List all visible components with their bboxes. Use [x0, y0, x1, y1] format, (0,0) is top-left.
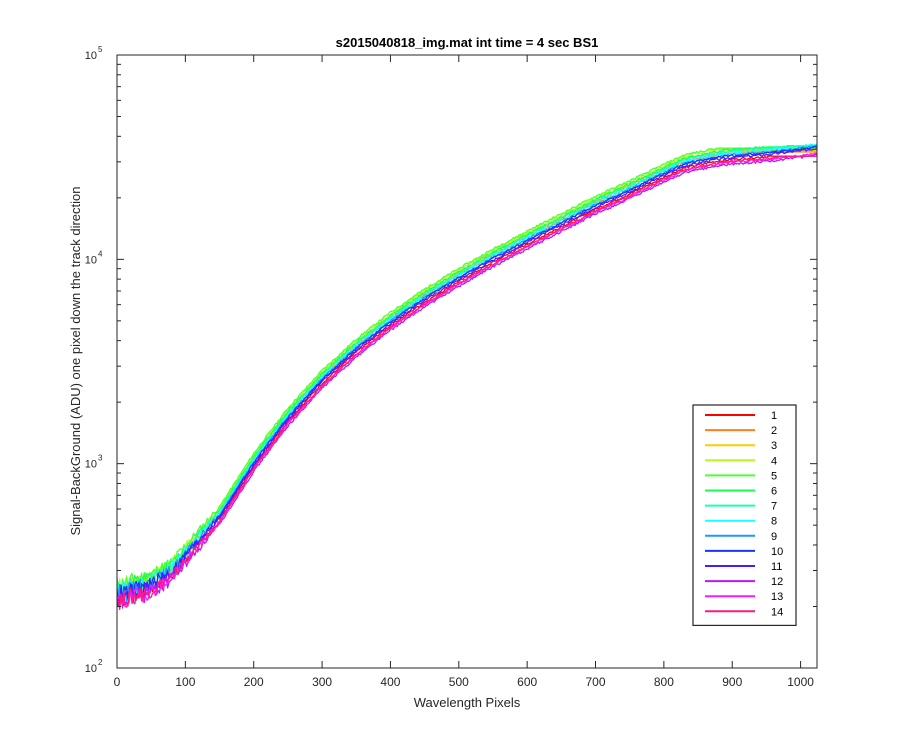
legend-label-6: 6	[771, 486, 777, 498]
x-tick-label: 700	[586, 675, 606, 689]
legend-label-11: 11	[771, 561, 782, 573]
series-line-10	[116, 145, 818, 605]
x-tick-label: 1000	[787, 675, 814, 689]
y-tick-label-exponent: 2	[98, 658, 103, 667]
y-tick-label-exponent: 5	[98, 45, 103, 54]
legend-label-13: 13	[771, 591, 783, 603]
x-tick-label: 600	[517, 675, 537, 689]
series-line-1	[116, 155, 817, 608]
y-tick-label-exponent: 3	[98, 454, 103, 463]
legend-label-3: 3	[771, 440, 777, 452]
y-tick-label-base: 10	[85, 459, 97, 471]
legend-label-12: 12	[771, 576, 783, 588]
x-tick-label: 200	[244, 675, 264, 689]
x-tick-label: 100	[175, 675, 195, 689]
plot-frame	[116, 54, 818, 669]
x-tick-label: 0	[114, 675, 121, 689]
series-lines	[116, 143, 818, 611]
y-tick-label-base: 10	[85, 663, 97, 675]
x-tick-label: 900	[722, 675, 742, 689]
legend-label-8: 8	[771, 516, 777, 528]
y-tick-label-exponent: 4	[98, 249, 103, 258]
y-tick-label-base: 10	[85, 50, 97, 62]
x-tick-label: 400	[380, 675, 400, 689]
y-tick-label-base: 10	[85, 254, 97, 266]
x-tick-label: 800	[654, 675, 674, 689]
legend-label-5: 5	[771, 470, 777, 482]
legend-label-4: 4	[771, 455, 777, 467]
chart-title: s2015040818_img.mat int time = 4 sec BS1	[336, 35, 599, 50]
x-tick-label: 300	[312, 675, 332, 689]
legend-label-1: 1	[771, 410, 777, 422]
legend-label-2: 2	[771, 425, 777, 437]
series-line-11	[116, 148, 817, 607]
legend-label-7: 7	[771, 501, 777, 513]
x-tick-label: 500	[449, 675, 469, 689]
series-line-5	[116, 147, 817, 594]
series-line-7	[116, 145, 817, 599]
legend-box	[692, 404, 797, 626]
series-line-12	[116, 153, 818, 609]
axes: 0 100 200 300 400 500 600 700 800 900 100010210310…	[85, 45, 817, 689]
series-line-14	[116, 155, 817, 611]
legend-label-9: 9	[771, 531, 777, 543]
series-line-6	[116, 146, 817, 598]
series-line-13	[116, 152, 817, 606]
y-axis-label: Signal-BackGround (ADU) one pixel down t…	[68, 186, 83, 535]
legend-label-14: 14	[771, 606, 783, 618]
x-axis-label: Wavelength Pixels	[414, 695, 521, 710]
legend-label-10: 10	[771, 546, 783, 558]
